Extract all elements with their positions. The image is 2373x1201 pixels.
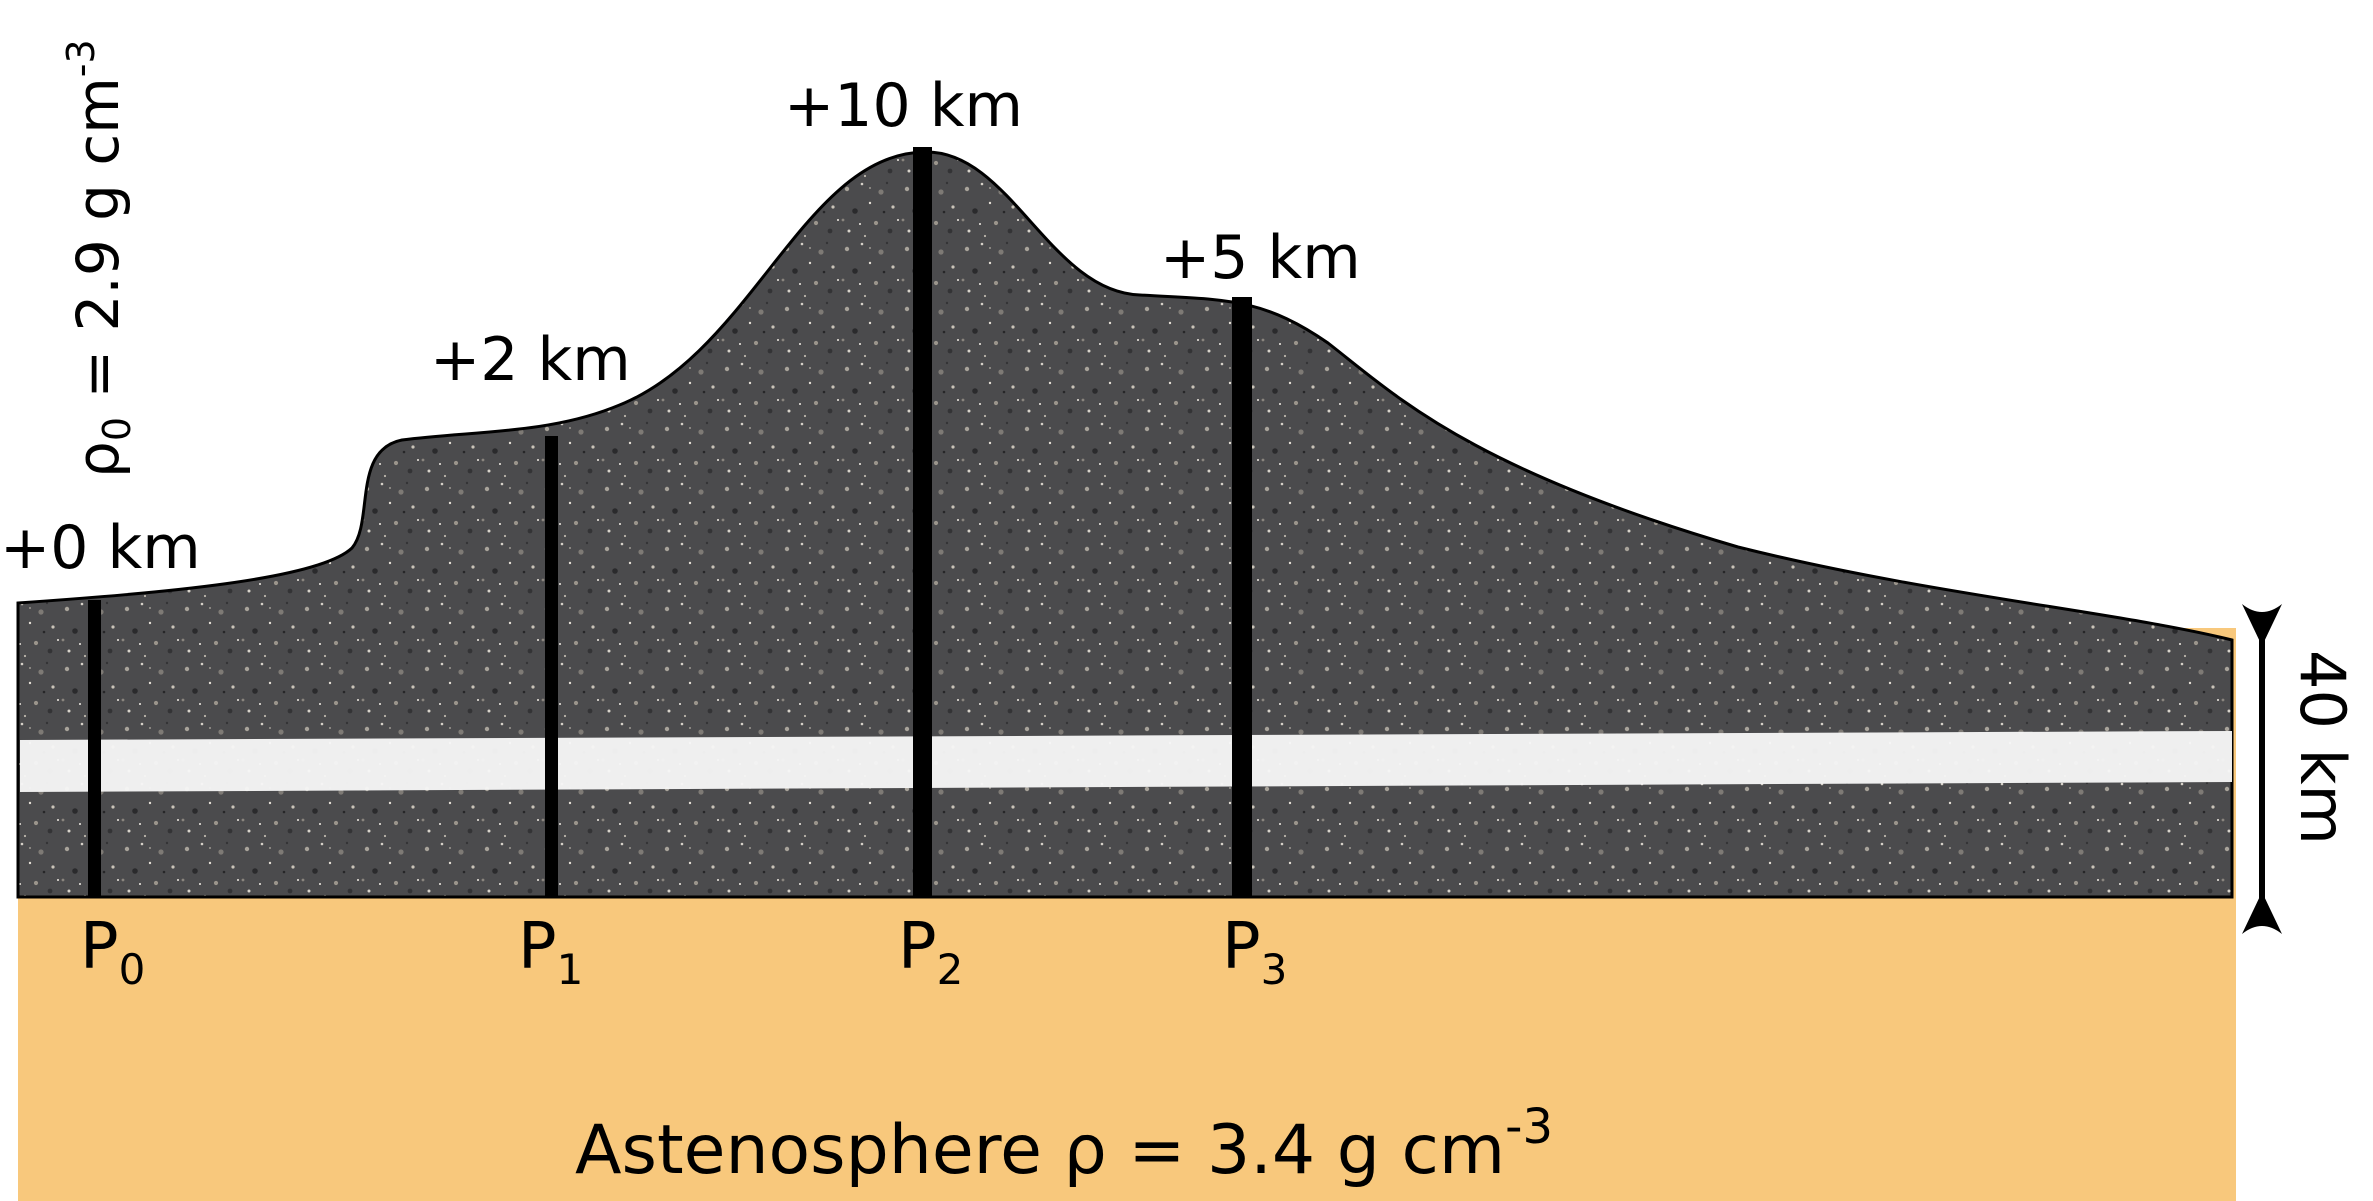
- column-name-p2: P: [898, 910, 937, 984]
- elevation-label-p0: +0 km: [0, 513, 201, 583]
- column-name-p3: P: [1222, 910, 1261, 984]
- elevation-label-p3: +5 km: [1160, 223, 1361, 293]
- thickness-arrow-bottom-icon: [2242, 892, 2282, 934]
- column-label-p3: P3: [1222, 910, 1287, 994]
- column-subscript-p1: 1: [557, 945, 584, 994]
- thickness-label: 40 km: [2286, 650, 2359, 845]
- column-label-p2: P2: [898, 910, 963, 994]
- thickness-arrow-top-icon: [2242, 604, 2282, 646]
- crust-density-exponent: -3: [59, 39, 103, 77]
- column-name-p1: P: [518, 910, 557, 984]
- elevation-label-p2: +10 km: [784, 71, 1023, 141]
- crust-density-value: = 2.9 g cm: [64, 77, 132, 417]
- asthenosphere-label-text: Astenosphere ρ = 3.4 g cm: [575, 1111, 1505, 1190]
- column-label-p1: P1: [518, 910, 583, 994]
- column-subscript-p0: 0: [119, 945, 146, 994]
- asthenosphere-label-exponent: -3: [1505, 1099, 1553, 1155]
- crust-density-subscript: 0: [95, 417, 139, 441]
- asthenosphere-label: Astenosphere ρ = 3.4 g cm-3: [575, 1099, 1553, 1190]
- column-p1: [545, 436, 558, 897]
- column-p3: [1232, 297, 1252, 897]
- compensation-reference-band: [20, 731, 2232, 792]
- crust-block: [16, 150, 2234, 899]
- column-subscript-p2: 2: [937, 945, 964, 994]
- column-name-p0: P: [80, 910, 119, 984]
- column-subscript-p3: 3: [1261, 945, 1288, 994]
- column-p0: [88, 600, 101, 897]
- column-label-p0: P0: [80, 910, 145, 994]
- crust-density-label: ρ0 = 2.9 g cm-3: [59, 39, 139, 478]
- crust-density-symbol: ρ: [64, 441, 132, 478]
- elevation-label-p1: +2 km: [430, 325, 631, 395]
- column-p2: [913, 147, 932, 897]
